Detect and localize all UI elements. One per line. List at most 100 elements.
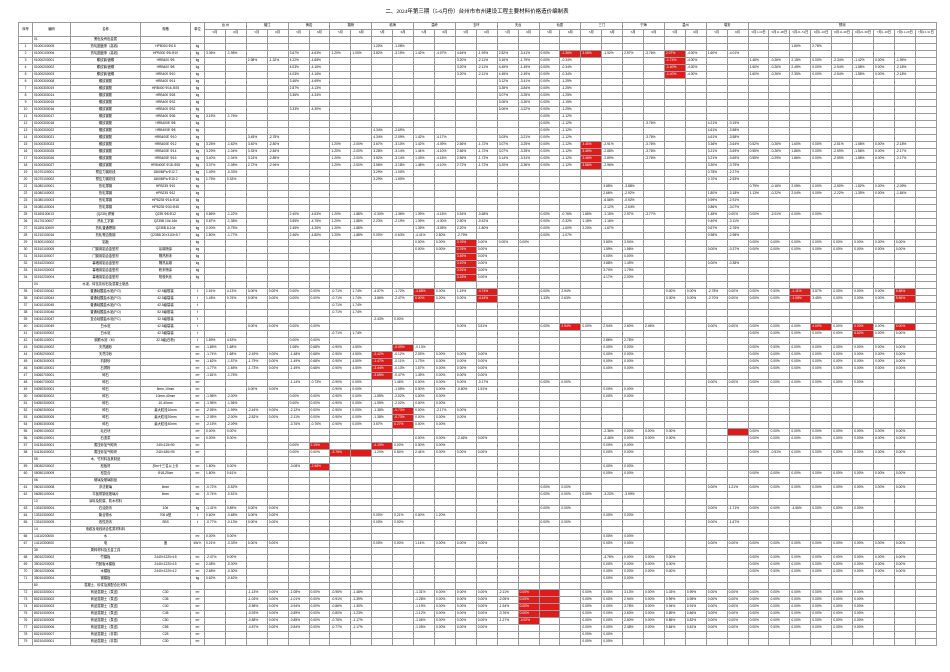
- cell-value: 0.00%: [768, 295, 791, 303]
- cell-spec: [140, 498, 191, 506]
- cell-code: 04130400002: [32, 449, 71, 457]
- cell-value: 0.00%: [475, 239, 498, 247]
- cell-value: [308, 491, 331, 499]
- cell-value: [663, 533, 686, 541]
- cell-value: 0.00%: [601, 393, 624, 401]
- cell-value: -0.80%: [329, 610, 352, 618]
- cell-value: 3.45%: [810, 295, 833, 303]
- cell-value: 0.00%: [580, 603, 603, 611]
- price-table-sheet: 序号 编码 名称 规格 单位台 州椒江 黄岩 路桥 临海 温岭 玉环 天台 仙居 三门 宁海 温州 瑞安 预测 5…: [18, 22, 937, 646]
- cell-value: -1.62%: [224, 141, 247, 149]
- cell-value: [601, 134, 624, 142]
- cell-value: -4.00%: [684, 57, 707, 65]
- cell-value: [852, 225, 875, 233]
- cell-value: [413, 169, 435, 177]
- cell-value: [705, 344, 728, 352]
- cell-value: [454, 134, 477, 142]
- header-forecast-period: 6月1-10日: [810, 29, 833, 37]
- cell-value: [852, 99, 875, 107]
- cell-value: [266, 470, 289, 478]
- cell-code: 13310300004: [32, 505, 71, 513]
- cell-value: 1.39%: [413, 218, 435, 226]
- cell-code: 13: [32, 498, 71, 506]
- table-row: 11 01000300017 螺纹钢筋 HRB400 Φ36 kg 3.15% -1.76%…: [18, 113, 937, 121]
- cell-value: [245, 449, 268, 457]
- cell-unit: [190, 526, 205, 534]
- cell-spec: 最大粒径20mm: [140, 414, 191, 422]
- cell-code: 04050100001: [32, 365, 71, 373]
- cell-value: [413, 253, 435, 261]
- cell-value: [643, 491, 665, 499]
- cell-name: 普通硅酸盐水泥(P.O): [70, 295, 141, 303]
- table-row: 48 04060700002 碎石 m³ -1.14% -0.73% -0.90% 0.00%…: [18, 379, 937, 387]
- cell-name: 商品混凝土（非泵）: [70, 638, 141, 646]
- cell-value: [852, 519, 875, 527]
- cell-unit: kg: [190, 183, 205, 191]
- cell-value: [747, 547, 770, 555]
- cell-name: 热轧薄钢: [70, 190, 141, 198]
- cell-value: [831, 407, 854, 415]
- cell-value: [371, 498, 394, 506]
- cell-value: [204, 617, 226, 625]
- cell-unit: kg: [190, 260, 205, 268]
- cell-value: [392, 225, 415, 233]
- cell-value: [413, 638, 435, 646]
- cell-value: [873, 582, 895, 590]
- cell-value: 0.00%: [454, 617, 477, 625]
- cell-value: 0.00%: [873, 358, 895, 366]
- cell-value: 3.03%: [496, 134, 519, 142]
- cell-value: [224, 239, 247, 247]
- cell-value: [914, 316, 937, 324]
- cell-value: [245, 176, 268, 184]
- cell-value: [684, 120, 707, 128]
- cell-value: [789, 204, 812, 212]
- cell-value: -4.01%: [726, 50, 749, 58]
- cell-value: 0.00%: [224, 554, 247, 562]
- cell-value: [517, 477, 540, 485]
- cell-value: 0.00%: [831, 449, 854, 457]
- cell-value: [873, 134, 895, 142]
- cell-value: 0.00%: [413, 442, 435, 450]
- cell-value: [601, 169, 624, 177]
- cell-value: 0.00%: [475, 596, 498, 604]
- cell-value: [601, 99, 624, 107]
- cell-value: 1.48%: [705, 211, 728, 219]
- cell-value: 0.00%: [580, 610, 603, 618]
- cell-value: [914, 120, 937, 128]
- cell-no: 47: [18, 372, 33, 380]
- cell-value: [643, 575, 665, 583]
- cell-value: 0.00%: [433, 358, 456, 366]
- cell-value: 0.00%: [433, 589, 456, 597]
- cell-value: 1.56%: [622, 246, 645, 254]
- cell-value: [308, 582, 331, 590]
- cell-value: [747, 421, 770, 429]
- cell-value: [852, 512, 875, 520]
- cell-value: 0.76%: [224, 295, 247, 303]
- cell-value: 0.00%: [873, 484, 895, 492]
- cell-value: 1.45%: [204, 295, 226, 303]
- cell-value: 0.00%: [810, 190, 833, 198]
- cell-value: 0.00%: [873, 344, 895, 352]
- cell-value: [726, 638, 749, 646]
- cell-value: -1.72%: [475, 162, 498, 170]
- cell-value: 2.20%: [580, 225, 603, 233]
- cell-value: 1.20%: [329, 211, 352, 219]
- cell-value: [831, 463, 854, 471]
- cell-value: [413, 316, 435, 324]
- cell-value: [663, 78, 686, 86]
- cell-value: [454, 113, 477, 121]
- cell-value: [580, 127, 603, 135]
- cell-value: [454, 176, 477, 184]
- cell-spec: 10-40mm: [140, 400, 191, 408]
- cell-code: 01510100007: [32, 253, 71, 261]
- cell-unit: kg: [190, 106, 205, 114]
- cell-value: 0.85%: [224, 505, 247, 513]
- cell-value: [684, 547, 707, 555]
- cell-value: [873, 393, 895, 401]
- cell-unit: m³: [190, 589, 205, 597]
- cell-value: -1.72%: [475, 155, 498, 163]
- cell-value: [852, 421, 875, 429]
- cell-value: 3.57%: [810, 288, 833, 296]
- cell-value: [768, 134, 791, 142]
- cell-value: 2.94%: [559, 323, 582, 331]
